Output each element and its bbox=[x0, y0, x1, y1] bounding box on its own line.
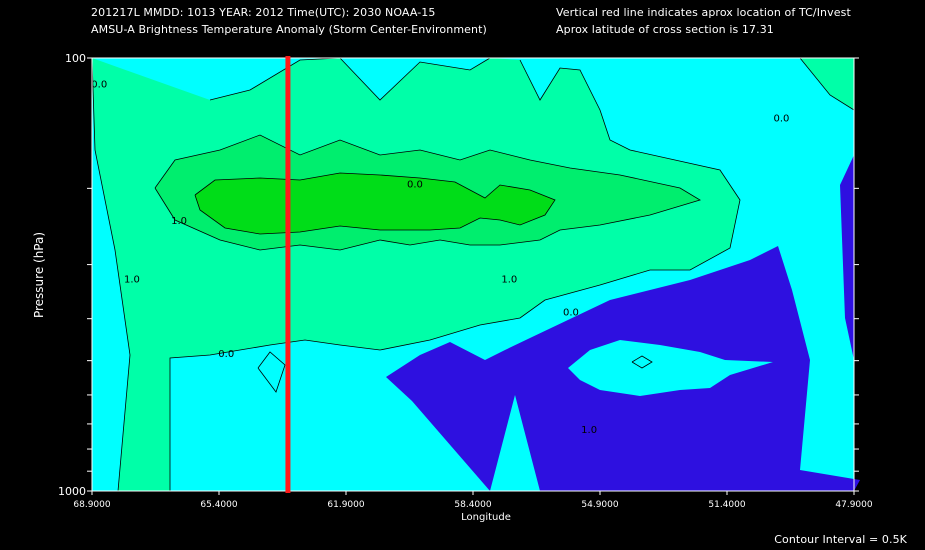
contour-line bbox=[169, 59, 741, 491]
contour-lines bbox=[91, 57, 855, 492]
region-positive-05-right bbox=[800, 58, 854, 110]
region-positive-15 bbox=[195, 173, 555, 234]
x-axis-label: Longitude bbox=[461, 512, 511, 523]
contour-label: 0.0 bbox=[91, 80, 107, 91]
contour-line bbox=[257, 351, 286, 393]
x-tick-label: 47.9000 bbox=[835, 500, 872, 510]
x-tick-label: 54.9000 bbox=[581, 500, 618, 510]
contour-line bbox=[631, 355, 653, 369]
y-tick-label: 100 bbox=[65, 52, 86, 65]
header-note-line1: Vertical red line indicates aprox locati… bbox=[556, 6, 851, 19]
contour-line bbox=[154, 134, 701, 251]
region-zero-hole bbox=[568, 340, 773, 396]
contour-label: 0.0 bbox=[773, 113, 789, 124]
x-tick-label: 61.9000 bbox=[327, 500, 364, 510]
header-title-line2: AMSU-A Brightness Temperature Anomaly (S… bbox=[91, 23, 487, 36]
x-tick-label: 68.9000 bbox=[73, 500, 110, 510]
contour-label: 1.0 bbox=[171, 216, 187, 227]
x-axis-ticks: 68.9000 65.4000 61.9000 58.4000 54.9000 51.40… bbox=[73, 491, 873, 510]
contour-line bbox=[194, 172, 556, 235]
contour-line bbox=[209, 57, 491, 101]
y-axis-ticks: 100 1000 bbox=[58, 52, 859, 498]
contour-labels: 0.0 0.0 0.0 1.0 1.0 1.0 0.0 0.0 1.0 bbox=[91, 80, 789, 437]
y-axis-label: Pressure (hPa) bbox=[32, 232, 46, 318]
contour-label: 1.0 bbox=[501, 275, 517, 286]
region-negative-right bbox=[840, 155, 854, 360]
contour-label: 1.0 bbox=[581, 425, 597, 436]
contour-label: 0.0 bbox=[407, 179, 423, 190]
x-tick-label: 58.4000 bbox=[454, 500, 491, 510]
header-title-line1: 201217L MMDD: 1013 YEAR: 2012 Time(UTC):… bbox=[91, 6, 436, 19]
plot-area: 0.0 0.0 0.0 1.0 1.0 1.0 0.0 0.0 1.0 bbox=[91, 57, 860, 492]
contour-label: 0.0 bbox=[218, 349, 234, 360]
contour-label: 1.0 bbox=[124, 275, 140, 286]
x-tick-label: 51.4000 bbox=[708, 500, 745, 510]
header-note-line2: Aprox latitude of cross section is 17.31 bbox=[556, 23, 774, 36]
contour-interval: Contour Interval = 0.5K bbox=[774, 533, 907, 546]
contour-label: 0.0 bbox=[563, 307, 579, 318]
x-tick-label: 65.4000 bbox=[200, 500, 237, 510]
contour-line bbox=[799, 57, 855, 111]
contour-line bbox=[91, 57, 131, 492]
y-tick-label: 1000 bbox=[58, 485, 86, 498]
